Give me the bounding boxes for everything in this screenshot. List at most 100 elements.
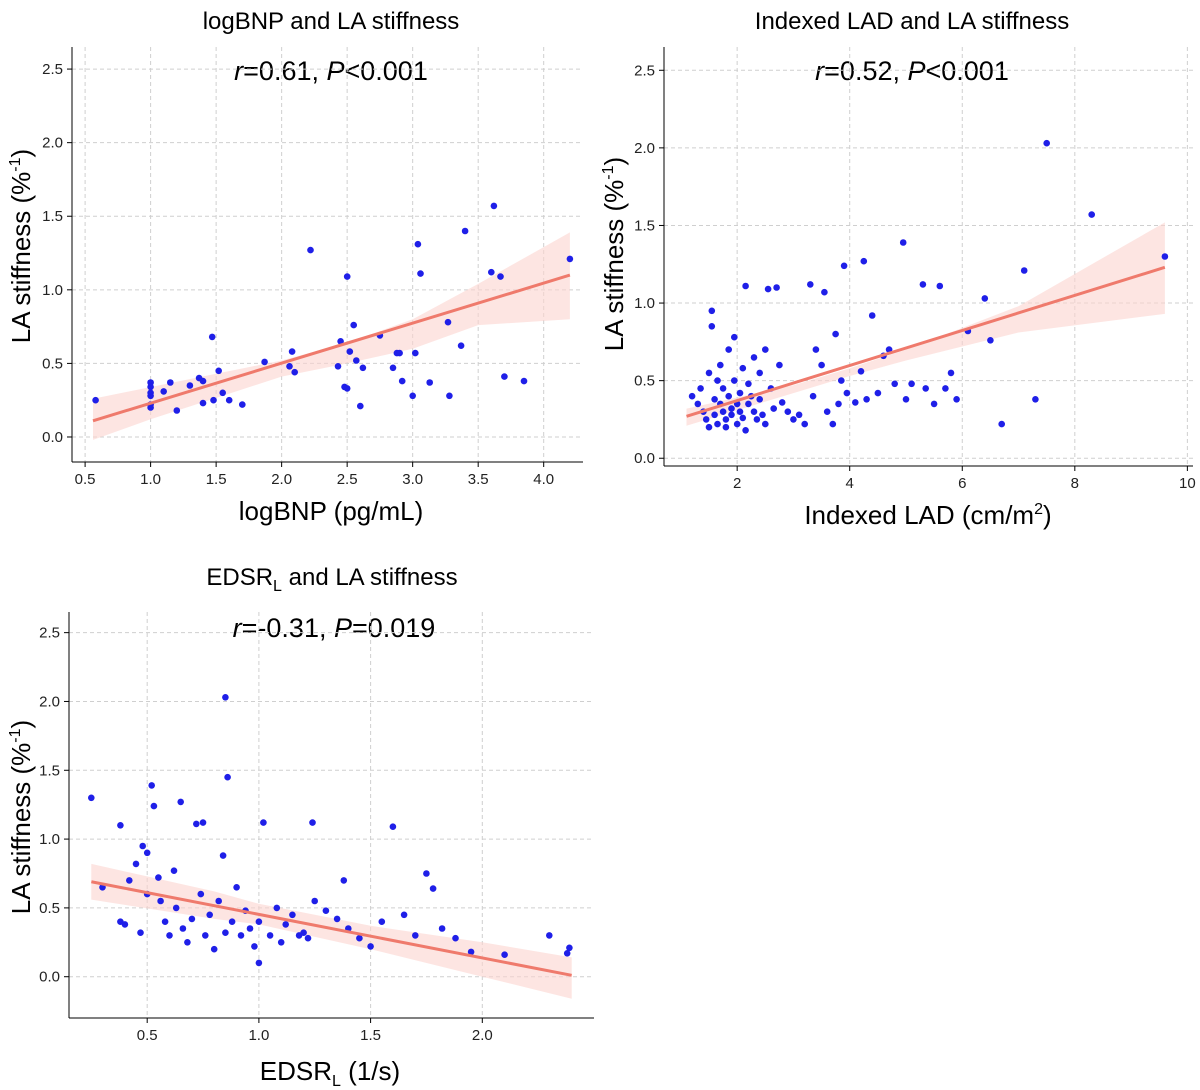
- data-point: [291, 368, 299, 376]
- data-point: [719, 385, 727, 392]
- panel-3-title-sub: L: [273, 578, 282, 595]
- x-tick-label: 1.0: [140, 471, 161, 488]
- x-tick-label: 3.0: [402, 471, 423, 488]
- data-point: [167, 379, 174, 386]
- data-point: [874, 389, 882, 397]
- panel-2-x-label-sup: 2: [1034, 501, 1043, 518]
- data-point: [981, 295, 989, 302]
- data-point: [832, 330, 839, 338]
- data-point: [714, 420, 721, 428]
- panel-3-y-label-sup: -1: [7, 728, 24, 742]
- data-point: [731, 377, 738, 384]
- data-point: [745, 400, 752, 408]
- data-point: [186, 382, 194, 389]
- panel-2-title: Indexed LAD and LA stiffness: [755, 8, 1069, 35]
- data-point: [773, 284, 780, 291]
- data-point: [273, 904, 281, 912]
- data-point: [722, 416, 730, 423]
- data-point: [121, 921, 129, 928]
- data-point: [753, 416, 761, 423]
- data-point: [863, 396, 870, 403]
- data-point: [891, 380, 898, 388]
- y-tick-label: 1.5: [634, 217, 655, 234]
- data-point: [778, 399, 786, 406]
- panel-2-stat-p: P: [907, 56, 925, 86]
- data-point: [398, 377, 406, 385]
- data-point: [953, 396, 960, 403]
- data-point: [289, 911, 296, 919]
- data-point: [412, 349, 419, 357]
- data-point: [307, 246, 314, 254]
- data-point: [812, 346, 820, 353]
- data-point: [239, 401, 246, 408]
- y-tick-label: 0.5: [39, 900, 60, 917]
- data-point: [725, 392, 732, 400]
- data-point: [92, 396, 99, 404]
- data-point: [161, 918, 169, 925]
- data-point: [400, 911, 408, 919]
- data-point: [282, 921, 290, 928]
- data-point: [215, 367, 222, 375]
- data-point: [742, 427, 749, 434]
- data-point: [219, 852, 227, 859]
- regression-line: [91, 880, 572, 977]
- data-point: [177, 798, 184, 806]
- data-point: [426, 379, 434, 386]
- data-point: [922, 385, 929, 392]
- panel-3-y-axis-label: LA stiffness (%-1): [6, 720, 36, 914]
- data-point: [429, 885, 437, 892]
- panel-1-y-label-end: ): [6, 149, 36, 158]
- panel-2-y-label-main: LA stiffness (%: [599, 180, 629, 352]
- panel-3-x-label-main: EDSR: [260, 1056, 332, 1086]
- data-point: [170, 867, 178, 874]
- data-point: [261, 358, 268, 366]
- y-tick-label: 0.0: [42, 429, 63, 446]
- data-point: [255, 959, 263, 967]
- y-tick-label: 1.5: [39, 762, 60, 779]
- data-point: [461, 227, 469, 235]
- data-point: [147, 383, 154, 391]
- x-tick-label: 2.5: [337, 471, 358, 488]
- data-point: [546, 932, 553, 939]
- data-point: [193, 820, 200, 828]
- x-tick-label: 8: [1071, 475, 1079, 492]
- data-point: [350, 321, 358, 329]
- data-point: [215, 897, 222, 905]
- data-point: [389, 823, 397, 830]
- data-point: [838, 377, 845, 384]
- data-point: [251, 943, 258, 950]
- data-point: [343, 385, 351, 392]
- x-tick-label: 0.5: [75, 471, 96, 488]
- data-point: [199, 819, 207, 826]
- data-point: [742, 282, 749, 290]
- x-tick-label: 1.5: [360, 1027, 381, 1044]
- panel-1-y-label-main: LA stiffness (%: [6, 172, 36, 344]
- panel-3-stat: r=-0.31, P=0.019: [233, 613, 436, 643]
- data-point: [784, 408, 792, 416]
- data-point: [208, 333, 216, 341]
- data-point: [132, 860, 140, 868]
- data-point: [334, 363, 342, 370]
- y-tick-label: 2.0: [42, 135, 63, 152]
- data-point: [160, 388, 167, 395]
- data-point: [809, 392, 817, 400]
- x-tick-label: 1.5: [206, 471, 227, 488]
- panel-1-title: logBNP and LA stiffness: [203, 8, 460, 35]
- panel-3-plot-area: 0.5 1.0 1.5 2.0 0.0 0.5 1.0 1.5 2.0 2.5: [39, 612, 594, 1044]
- panel-2-stat-p-value: <0.001: [926, 56, 1009, 86]
- data-point: [353, 357, 360, 364]
- y-tick-label: 0.0: [39, 969, 60, 986]
- data-point: [770, 405, 777, 412]
- x-tick-label: 0.5: [137, 1027, 158, 1044]
- data-point: [423, 870, 430, 877]
- data-point: [708, 307, 716, 315]
- data-point: [807, 281, 814, 288]
- data-point: [409, 392, 417, 400]
- panel-2-stat-r-value: =0.52,: [824, 56, 907, 86]
- data-point: [199, 377, 207, 385]
- data-point: [566, 944, 573, 952]
- data-point: [750, 354, 758, 361]
- data-point: [206, 911, 213, 919]
- y-tick-label: 2.5: [634, 62, 655, 79]
